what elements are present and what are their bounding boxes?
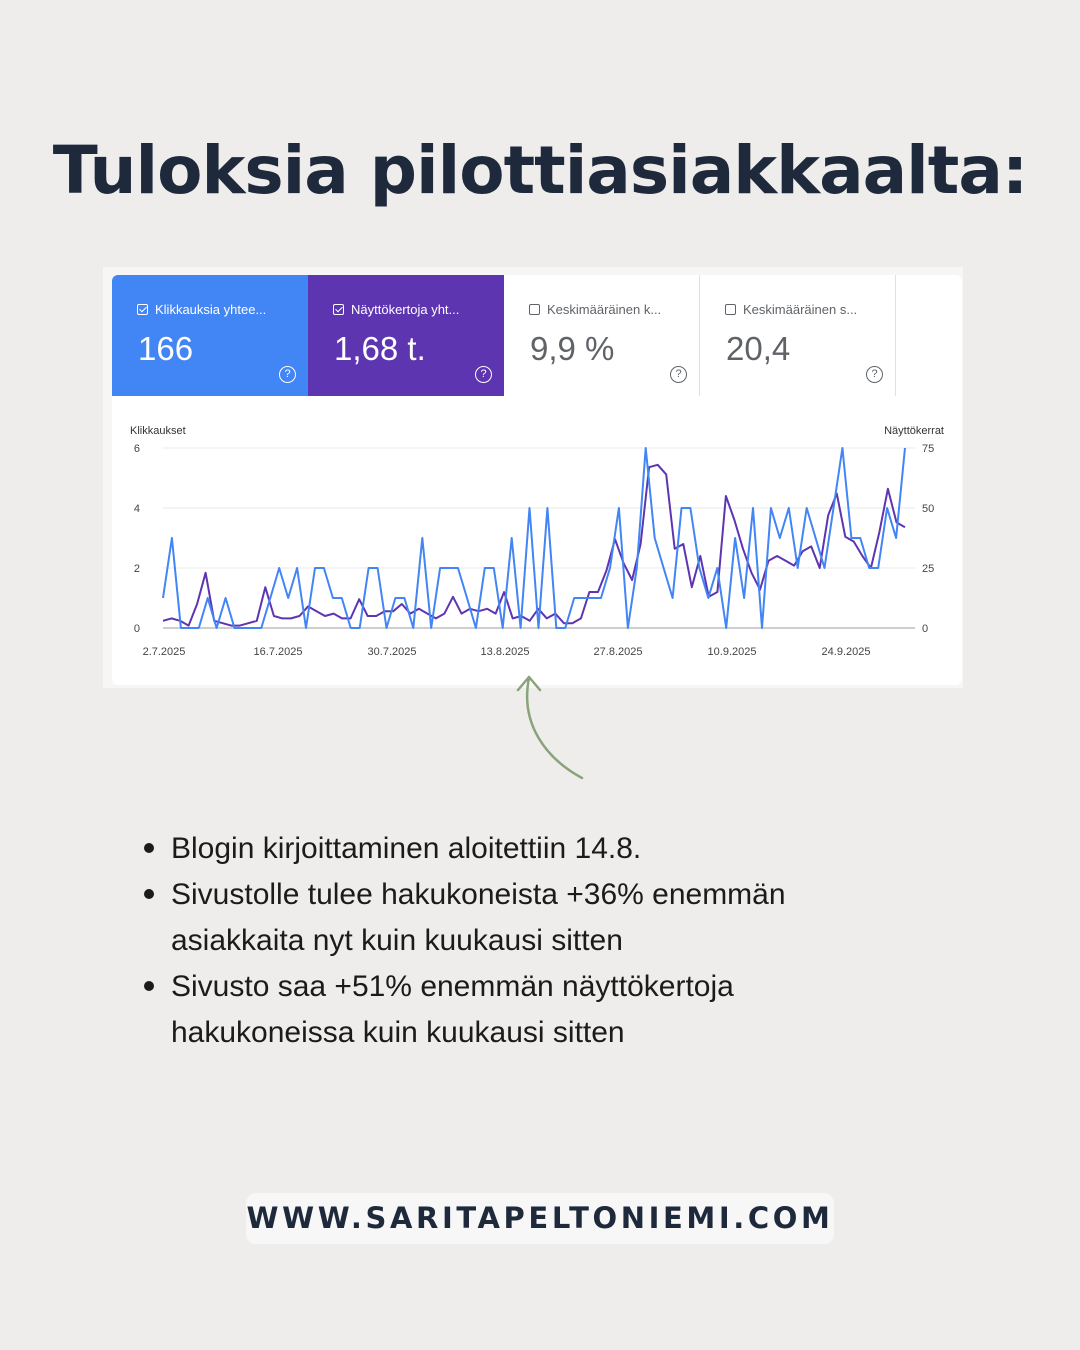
list-item: Sivustolle tulee hakukoneista +36% enemm… [142, 872, 902, 964]
search-console-card: Klikkauksia yhtee... 166 ? Näyttökertoja… [103, 267, 963, 688]
list-item: Blogin kirjoittaminen aloitettiin 14.8. [142, 826, 902, 872]
y-tick-left: 2 [134, 563, 140, 575]
metric-impressions[interactable]: Näyttökertoja yht... 1,68 t. ? [308, 275, 504, 396]
x-tick-label: 24.9.2025 [822, 646, 871, 658]
x-tick-label: 10.9.2025 [708, 646, 757, 658]
y-tick-left: 6 [134, 443, 140, 455]
bullet-list: Blogin kirjoittaminen aloitettiin 14.8. … [142, 826, 902, 1056]
y-tick-left: 0 [134, 623, 140, 635]
checkbox-icon[interactable] [137, 304, 148, 315]
performance-chart: 0 0 2 25 4 50 6 75 Klikkaukset Näyttökerrat 2.7.20… [130, 425, 944, 658]
metric-value: 166 [138, 330, 194, 367]
help-icon[interactable]: ? [475, 366, 492, 383]
metric-avg-position[interactable]: Keskimääräinen s... 20,4 ? [700, 275, 896, 396]
y-tick-left: 4 [134, 503, 140, 515]
y-axis-label-left: Klikkaukset [130, 425, 186, 437]
metric-label: Näyttökertoja yht... [351, 302, 460, 317]
y-tick-right: 50 [922, 503, 934, 515]
checkbox-icon[interactable] [725, 304, 736, 315]
y-tick-right: 25 [922, 563, 934, 575]
arrow-icon [516, 675, 584, 780]
x-tick-label: 16.7.2025 [254, 646, 303, 658]
y-tick-right: 75 [922, 443, 934, 455]
y-axis-label-right: Näyttökerrat [884, 425, 944, 437]
x-tick-label: 13.8.2025 [481, 646, 530, 658]
website-url[interactable]: WWW.SARITAPELTONIEMI.COM [246, 1193, 834, 1244]
page-title: Tuloksia pilottiasiakkaalta: [52, 132, 1029, 209]
metric-value: 20,4 [726, 330, 791, 367]
metric-label: Keskimääräinen s... [743, 302, 858, 317]
metric-label: Klikkauksia yhtee... [155, 302, 267, 317]
help-icon[interactable]: ? [670, 366, 687, 383]
list-item: Sivusto saa +51% enemmän näyttökertoja h… [142, 964, 902, 1056]
x-tick-label: 30.7.2025 [368, 646, 417, 658]
checkbox-icon[interactable] [529, 304, 540, 315]
help-icon[interactable]: ? [866, 366, 883, 383]
checkbox-icon[interactable] [333, 304, 344, 315]
y-tick-right: 0 [922, 623, 928, 635]
metric-value: 1,68 t. [334, 330, 426, 367]
metric-value: 9,9 % [530, 330, 615, 367]
metric-clicks[interactable]: Klikkauksia yhtee... 166 ? [112, 275, 308, 396]
metric-label: Keskimääräinen k... [547, 302, 662, 317]
help-icon[interactable]: ? [279, 366, 296, 383]
metric-avg-ctr[interactable]: Keskimääräinen k... 9,9 % ? [504, 275, 700, 396]
series-line-clicks [162, 447, 906, 629]
series-line-impressions [162, 463, 906, 627]
x-tick-label: 27.8.2025 [594, 646, 643, 658]
card-inner: Klikkauksia yhtee... 166 ? Näyttökertoja… [112, 275, 962, 685]
x-tick-label: 2.7.2025 [143, 646, 186, 658]
